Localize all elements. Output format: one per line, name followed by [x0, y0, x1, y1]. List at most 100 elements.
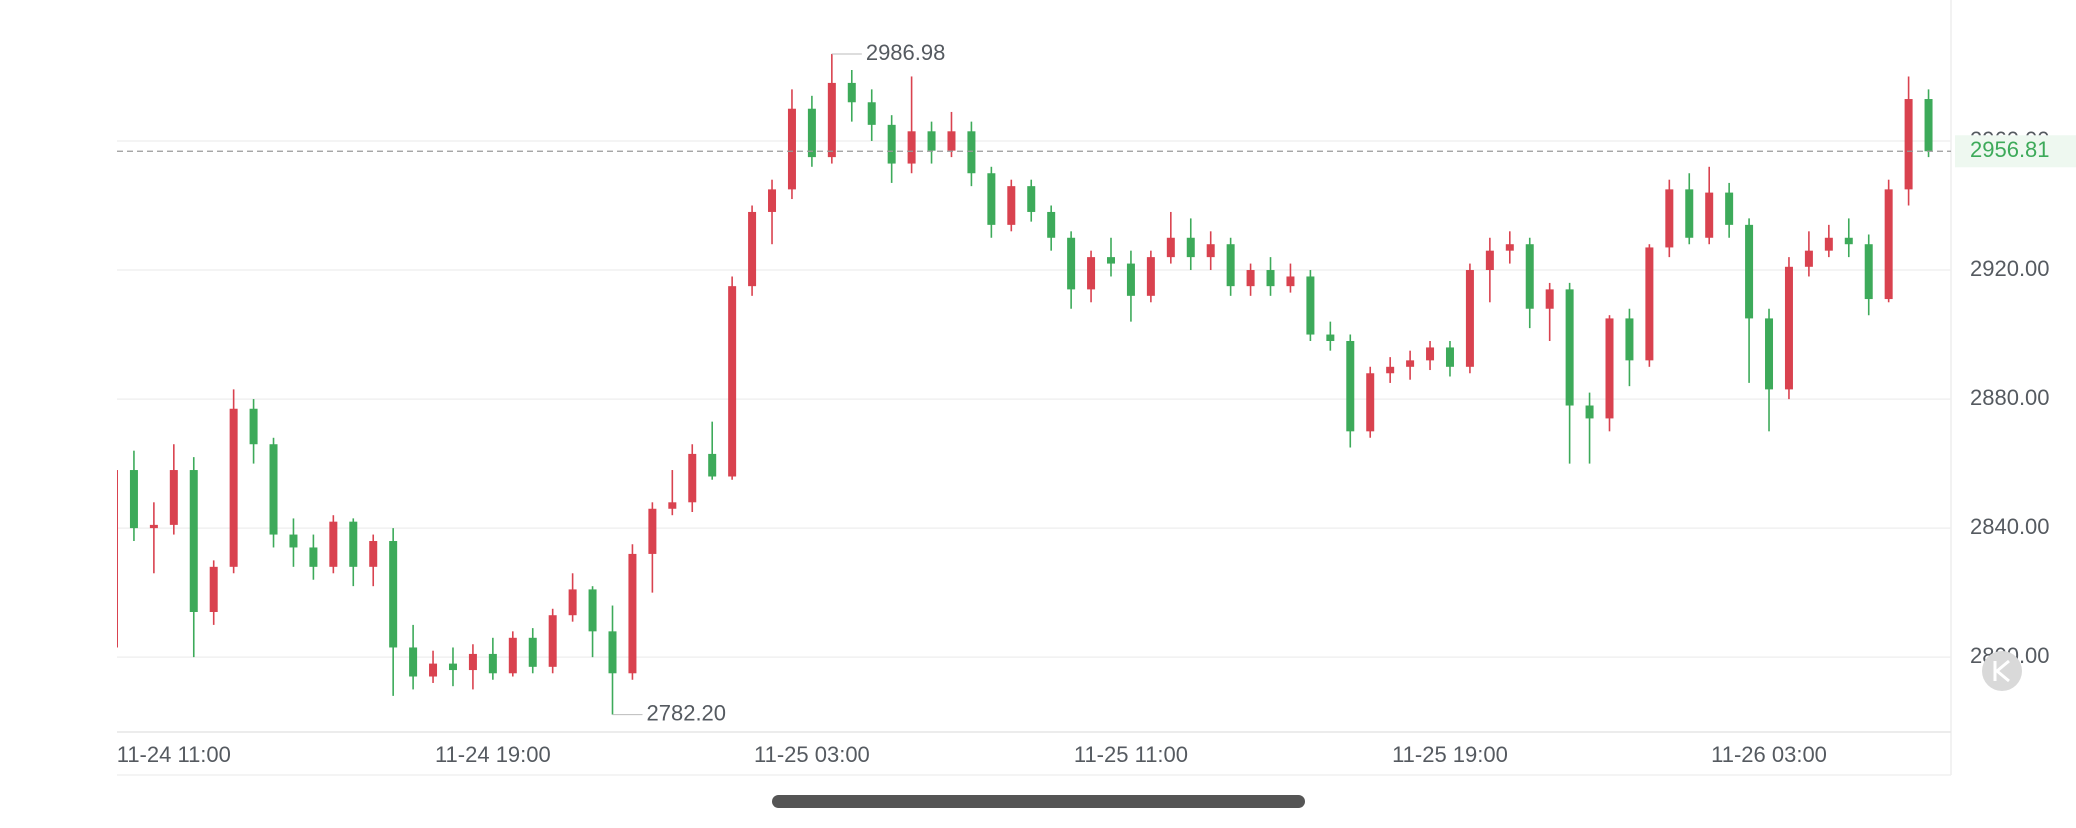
- candle-body: [1406, 360, 1415, 367]
- candle-body: [468, 653, 477, 671]
- x-tick-label: 11-25 11:00: [1074, 742, 1188, 767]
- candle-body: [1745, 224, 1754, 319]
- candle-body: [369, 541, 378, 567]
- candle-body: [269, 444, 278, 535]
- x-axis: 11-24 11:00 11-24 19:00 11-25 03:00 11-25 1…: [117, 742, 1827, 767]
- candle-body: [947, 131, 956, 151]
- overlay: 2986.98 2782.20 2956.81: [117, 40, 2076, 725]
- candle-body: [927, 131, 936, 151]
- candle-body: [588, 589, 597, 632]
- candle-body: [728, 286, 737, 477]
- candle-body: [787, 108, 796, 190]
- candle-body: [1465, 270, 1474, 367]
- candle-body: [129, 470, 138, 529]
- candle-body: [568, 589, 577, 616]
- candle-body: [1864, 244, 1873, 300]
- candle-body: [907, 131, 916, 164]
- candle-body: [349, 521, 358, 567]
- candle-body: [229, 408, 238, 567]
- candle-body: [528, 637, 537, 667]
- candle-body: [688, 453, 697, 503]
- candle-body: [117, 470, 118, 648]
- candle-body: [1107, 257, 1115, 264]
- x-tick-label: 11-25 19:00: [1392, 742, 1508, 767]
- candle-body: [887, 124, 896, 164]
- candle-body: [1366, 373, 1375, 432]
- candle-body: [847, 82, 856, 103]
- candle-body: [1246, 270, 1255, 287]
- candle-body: [628, 553, 637, 674]
- candle-body: [1725, 192, 1734, 225]
- y-tick-label: 2880.00: [1970, 385, 2050, 410]
- x-tick-label: 11-25 03:00: [754, 742, 870, 767]
- candle-body: [648, 508, 657, 554]
- candle-body: [748, 211, 757, 287]
- candle-body: [488, 653, 497, 674]
- max-label: 2986.98: [866, 40, 946, 65]
- candle-body: [1027, 186, 1036, 212]
- min-label: 2782.20: [647, 700, 727, 725]
- candle-body: [1146, 257, 1155, 296]
- candle-body: [1306, 276, 1315, 335]
- k-icon: [1993, 659, 2010, 683]
- grid: [117, 140, 1951, 658]
- candle-body: [1605, 318, 1614, 419]
- candle-body: [1186, 237, 1195, 258]
- candle-body: [1067, 237, 1076, 290]
- candle-body: [1445, 347, 1454, 367]
- x-tick-label: 11-26 03:00: [1711, 742, 1827, 767]
- candle-body: [1206, 244, 1215, 258]
- candle-body: [548, 615, 557, 667]
- candles: [117, 53, 1933, 715]
- candle-body: [867, 102, 876, 125]
- candle-body: [1844, 237, 1853, 245]
- candle-body: [149, 524, 158, 529]
- k-button[interactable]: [1982, 651, 2022, 691]
- candle-body: [508, 637, 517, 674]
- candle-body: [1585, 405, 1594, 419]
- candle-body: [1286, 276, 1295, 287]
- candle-body: [1645, 247, 1654, 361]
- candle-body: [1824, 237, 1833, 251]
- candle-body: [1705, 192, 1714, 238]
- candle-body: [209, 566, 218, 612]
- candle-body: [807, 108, 816, 158]
- candle-body: [1266, 270, 1275, 287]
- candle-body: [1685, 189, 1694, 238]
- candle-body: [1545, 289, 1554, 309]
- scrollbar[interactable]: [772, 795, 1305, 808]
- candle-body: [1784, 266, 1793, 390]
- candle-body: [1326, 334, 1335, 341]
- candle-body: [1346, 340, 1355, 432]
- candle-body: [189, 470, 198, 612]
- candle-body: [448, 663, 457, 671]
- candle-body: [389, 541, 398, 648]
- candle-body: [1007, 186, 1016, 225]
- candle-body: [668, 502, 677, 509]
- candle-body: [1904, 99, 1913, 190]
- x-tick-label: 11-24 19:00: [435, 742, 551, 767]
- candle-body: [289, 534, 298, 548]
- candle-body: [987, 173, 996, 225]
- candle-body: [1166, 237, 1175, 258]
- candle-body: [1625, 318, 1634, 361]
- candle-body: [1047, 211, 1056, 238]
- candle-body: [1226, 244, 1235, 287]
- candle-body: [1884, 189, 1893, 300]
- candle-body: [608, 631, 617, 674]
- candle-body: [1126, 263, 1135, 296]
- candle-body: [1485, 250, 1494, 271]
- last-price-badge: [1955, 135, 2076, 168]
- candle-body: [1386, 366, 1395, 374]
- candle-body: [329, 521, 338, 567]
- candle-body: [768, 189, 777, 212]
- candle-body: [708, 453, 717, 477]
- candle-body: [1087, 257, 1096, 290]
- candle-body: [1804, 250, 1813, 267]
- candle-body: [967, 131, 976, 174]
- y-tick-label: 2920.00: [1970, 256, 2050, 281]
- x-tick-label: 11-24 11:00: [117, 742, 231, 767]
